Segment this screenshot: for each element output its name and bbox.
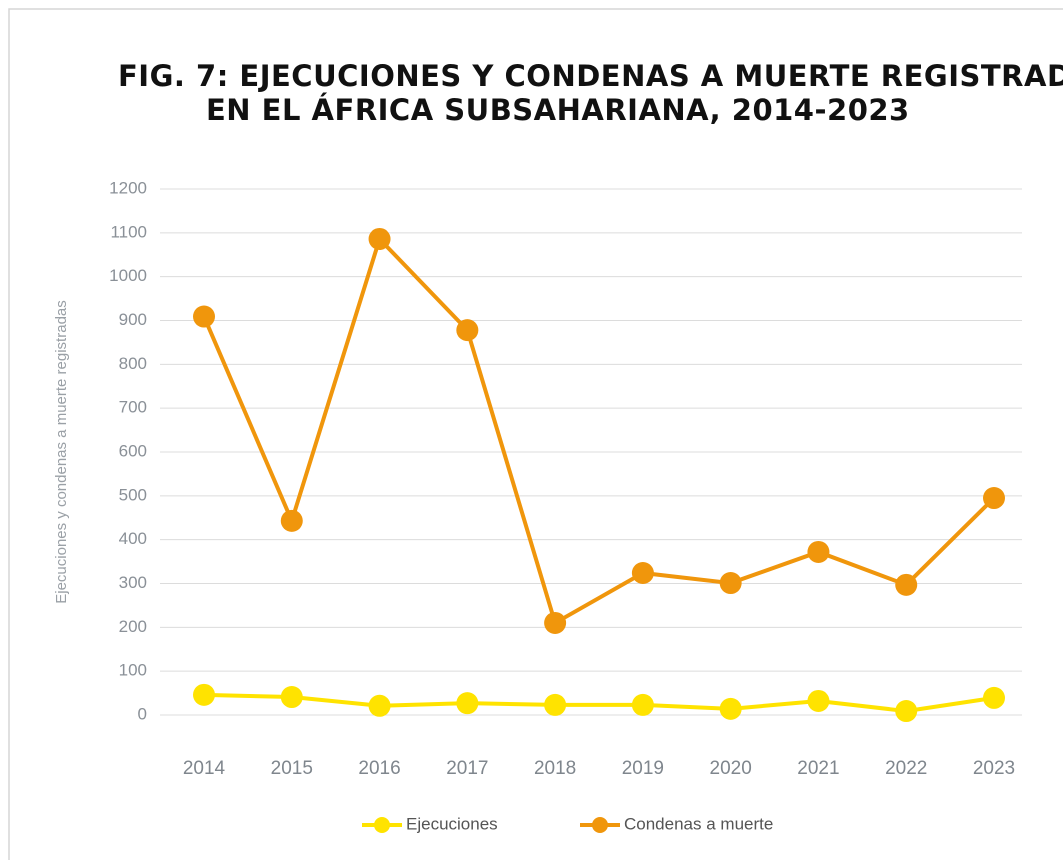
data-point	[368, 227, 391, 250]
y-tick-label: 800	[119, 354, 147, 373]
y-tick-label: 1000	[109, 266, 147, 285]
data-point	[544, 693, 567, 716]
x-tick-label: 2021	[797, 758, 839, 779]
data-point	[544, 611, 567, 634]
x-tick-label: 2022	[885, 758, 927, 779]
y-tick-label: 0	[138, 704, 147, 723]
x-tick-label: 2014	[183, 758, 226, 779]
data-point	[193, 305, 215, 328]
x-tick-label: 2020	[710, 758, 752, 779]
y-tick-label: 700	[119, 398, 147, 417]
y-tick-label: 1100	[110, 222, 147, 241]
x-tick-label: 2018	[534, 758, 576, 779]
chart-title: EN EL ÁFRICA SUBSAHARIANA, 2014-2023	[206, 93, 910, 127]
x-tick-label: 2017	[446, 758, 488, 779]
y-tick-label: 400	[119, 529, 147, 548]
data-point	[719, 697, 742, 720]
legend-label: Ejecuciones	[406, 814, 498, 833]
legend-marker	[592, 817, 608, 833]
y-tick-label: 100	[119, 661, 147, 680]
y-axis-label: Ejecuciones y condenas a muerte registra…	[53, 300, 70, 604]
data-point	[280, 509, 303, 532]
y-tick-label: 200	[119, 617, 147, 636]
legend-label: Condenas a muerte	[624, 814, 773, 833]
data-point	[456, 692, 479, 715]
y-tick-label: 900	[119, 310, 147, 329]
legend-marker	[374, 817, 390, 833]
chart-title: FIG. 7: EJECUCIONES Y CONDENAS A MUERTE …	[118, 59, 1063, 93]
data-point	[193, 683, 215, 706]
data-point	[631, 693, 654, 716]
x-tick-label: 2015	[271, 758, 313, 779]
frame	[8, 8, 1063, 860]
x-tick-label: 2019	[622, 758, 664, 779]
data-point	[719, 572, 742, 595]
series-line	[202, 235, 996, 626]
y-tick-label: 1200	[109, 178, 147, 197]
y-tick-label: 500	[119, 485, 147, 504]
y-tick-label: 600	[119, 441, 147, 460]
series-line	[203, 692, 995, 714]
y-tick-label: 300	[119, 573, 147, 592]
data-point	[807, 540, 830, 563]
data-point	[895, 573, 918, 596]
data-point	[456, 319, 479, 342]
data-point	[368, 694, 391, 717]
data-point	[983, 487, 1005, 510]
data-point	[983, 686, 1005, 709]
data-point	[631, 561, 654, 584]
x-tick-label: 2016	[358, 758, 400, 779]
data-point	[895, 700, 918, 723]
data-point	[280, 686, 303, 709]
data-point	[807, 689, 830, 712]
x-tick-label: 2023	[973, 758, 1015, 779]
